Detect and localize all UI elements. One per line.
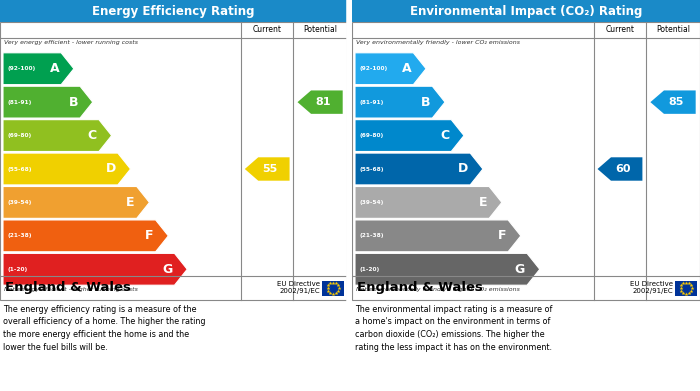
Text: C: C (88, 129, 97, 142)
Polygon shape (3, 53, 73, 84)
Text: (21-38): (21-38) (7, 233, 31, 239)
Polygon shape (3, 253, 187, 285)
Text: (92-100): (92-100) (7, 66, 35, 71)
Polygon shape (245, 157, 290, 181)
Text: Not environmentally friendly - higher CO₂ emissions: Not environmentally friendly - higher CO… (356, 287, 520, 292)
Text: (69-80): (69-80) (7, 133, 31, 138)
Polygon shape (598, 157, 643, 181)
Text: A: A (402, 62, 412, 75)
Text: (55-68): (55-68) (359, 167, 384, 172)
Text: G: G (514, 263, 525, 276)
Polygon shape (650, 90, 696, 114)
Text: The environmental impact rating is a measure of
a home's impact on the environme: The environmental impact rating is a mea… (355, 305, 552, 352)
Text: C: C (440, 129, 449, 142)
Text: (55-68): (55-68) (7, 167, 31, 172)
Text: 55: 55 (262, 164, 277, 174)
Polygon shape (355, 253, 540, 285)
Text: (1-20): (1-20) (359, 267, 379, 272)
Text: (69-80): (69-80) (359, 133, 384, 138)
Text: (92-100): (92-100) (359, 66, 387, 71)
Polygon shape (3, 86, 92, 118)
Text: Current: Current (253, 25, 281, 34)
Text: England & Wales: England & Wales (5, 282, 131, 294)
Text: Potential: Potential (656, 25, 690, 34)
Bar (352, 22, 700, 300)
Polygon shape (355, 86, 445, 118)
Text: Very energy efficient - lower running costs: Very energy efficient - lower running co… (4, 40, 138, 45)
Text: (39-54): (39-54) (7, 200, 31, 205)
Polygon shape (3, 220, 168, 252)
Text: G: G (162, 263, 172, 276)
Polygon shape (3, 120, 111, 151)
Text: (81-91): (81-91) (7, 100, 31, 105)
Text: E: E (126, 196, 134, 209)
Text: (1-20): (1-20) (7, 267, 27, 272)
Text: D: D (458, 163, 468, 176)
Text: E: E (479, 196, 487, 209)
Text: A: A (50, 62, 59, 75)
Polygon shape (355, 220, 521, 252)
Bar (0, 0, 347, 22)
Text: The energy efficiency rating is a measure of the
overall efficiency of a home. T: The energy efficiency rating is a measur… (3, 305, 206, 352)
Polygon shape (355, 53, 426, 84)
Text: 85: 85 (668, 97, 683, 107)
Text: 81: 81 (315, 97, 330, 107)
Polygon shape (3, 153, 130, 185)
Polygon shape (355, 153, 483, 185)
Text: Potential: Potential (303, 25, 337, 34)
Text: England & Wales: England & Wales (357, 282, 483, 294)
Text: Very environmentally friendly - lower CO₂ emissions: Very environmentally friendly - lower CO… (356, 40, 520, 45)
Text: B: B (421, 96, 430, 109)
Text: F: F (145, 230, 153, 242)
Polygon shape (355, 120, 464, 151)
Text: Environmental Impact (CO₂) Rating: Environmental Impact (CO₂) Rating (410, 5, 642, 18)
Text: (21-38): (21-38) (359, 233, 384, 239)
Bar (352, 0, 700, 22)
Text: Current: Current (606, 25, 634, 34)
Text: D: D (106, 163, 116, 176)
Text: (39-54): (39-54) (359, 200, 384, 205)
Bar (675, 280, 697, 296)
Text: F: F (498, 230, 506, 242)
Bar (0, 22, 347, 300)
Text: EU Directive
2002/91/EC: EU Directive 2002/91/EC (277, 282, 320, 294)
Text: EU Directive
2002/91/EC: EU Directive 2002/91/EC (630, 282, 673, 294)
Bar (322, 280, 344, 296)
Text: Not energy efficient - higher running costs: Not energy efficient - higher running co… (4, 287, 138, 292)
Polygon shape (298, 90, 343, 114)
Polygon shape (355, 187, 502, 218)
Text: (81-91): (81-91) (359, 100, 384, 105)
Text: 60: 60 (615, 164, 631, 174)
Text: B: B (69, 96, 78, 109)
Text: Energy Efficiency Rating: Energy Efficiency Rating (92, 5, 255, 18)
Polygon shape (3, 187, 149, 218)
